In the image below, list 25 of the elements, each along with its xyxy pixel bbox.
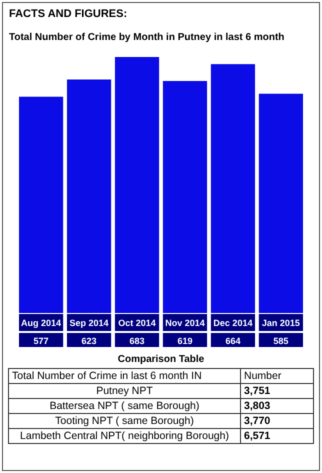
text: Total Number of Crime in last 6 month IN (8, 368, 240, 384)
data-label: 664 (225, 336, 240, 346)
text: Tooting NPT ( same Borough) (8, 414, 240, 428)
data-label: 585 (273, 336, 288, 346)
chart-title: Total Number of Crime by Month in Putney in last 6 month (9, 32, 284, 43)
chart-subtitle: FACTS AND FIGURES: (9, 8, 128, 20)
text: Number (240, 368, 314, 384)
x-tick-label: Aug 2014 (21, 318, 62, 328)
text: Battersea NPT ( same Borough) (8, 398, 240, 414)
data-label: 619 (177, 336, 192, 346)
x-tick-label: Jan 2015 (262, 318, 300, 328)
text: 6,571 (240, 428, 314, 444)
x-tick-label: Dec 2014 (213, 318, 252, 328)
x-tick-label: Oct 2014 (118, 318, 156, 328)
data-label: 623 (82, 336, 97, 346)
text: Lambeth Central NPT( neighboring Borough) (8, 428, 240, 444)
x-tick-label: Sep 2014 (70, 318, 109, 328)
data-label: 577 (34, 336, 49, 346)
data-label: 683 (130, 336, 145, 346)
text: 3,751 (240, 384, 314, 398)
text: 3,803 (240, 398, 314, 414)
text: Putney NPT (8, 384, 240, 398)
text: Comparison Table (116, 354, 206, 365)
text: 3,770 (240, 414, 314, 428)
x-tick-label: Nov 2014 (165, 318, 205, 328)
